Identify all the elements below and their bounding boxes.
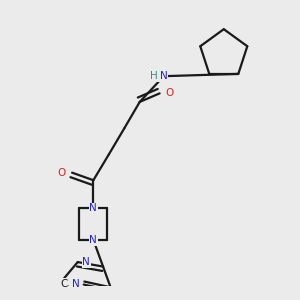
Text: H: H [150,71,158,81]
Text: N: N [82,257,90,267]
Text: O: O [165,88,173,98]
Text: O: O [58,168,66,178]
Text: N: N [160,71,168,81]
Text: N: N [72,279,80,289]
Text: N: N [89,203,97,213]
Text: N: N [89,235,97,245]
Text: C: C [60,279,68,289]
